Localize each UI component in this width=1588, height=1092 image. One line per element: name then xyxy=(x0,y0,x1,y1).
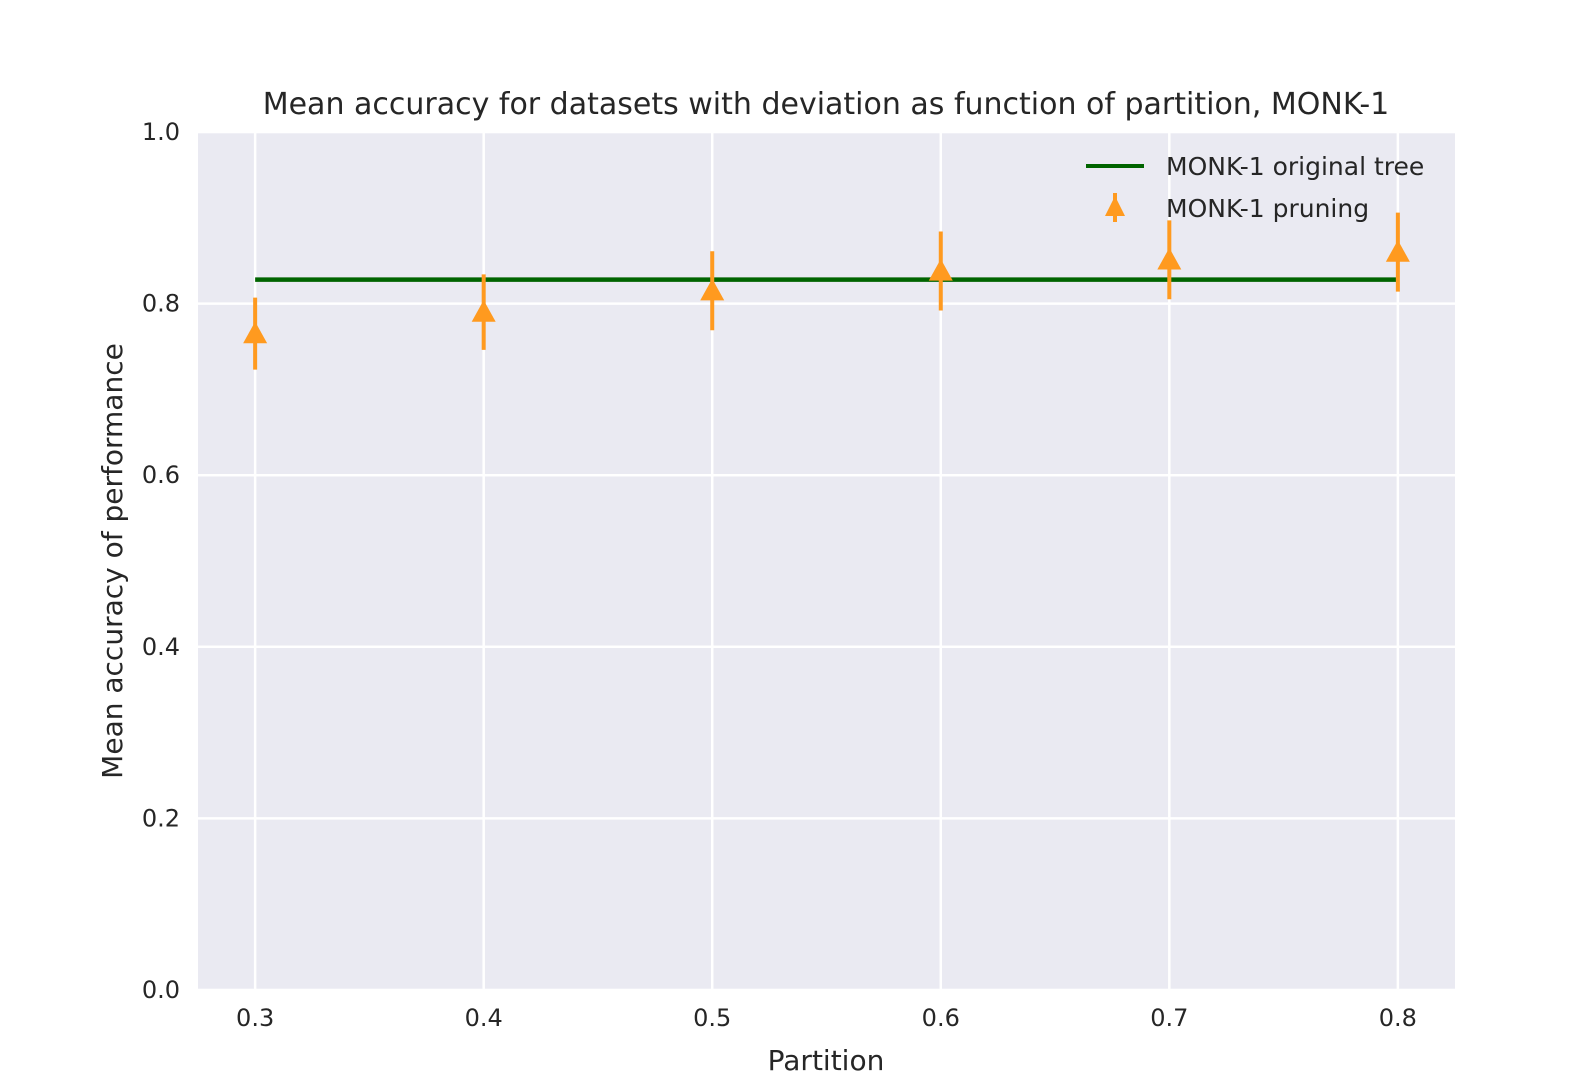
x-tick-label: 0.3 xyxy=(236,1004,274,1032)
legend-errorbar-swatch xyxy=(1105,193,1125,222)
chart-title: Mean accuracy for datasets with deviatio… xyxy=(263,87,1390,122)
y-tick-label: 0.8 xyxy=(142,290,180,318)
data-point-triangle xyxy=(243,321,268,344)
y-tick-labels: 0.0 0.2 0.4 0.6 0.8 1.0 xyxy=(142,118,180,1004)
x-tick-labels: 0.3 0.4 0.5 0.6 0.7 0.8 xyxy=(236,1004,1417,1032)
x-axis-label: Partition xyxy=(768,1044,885,1077)
series-layer xyxy=(243,212,1410,370)
data-point-triangle xyxy=(1157,247,1182,270)
x-tick-label: 0.7 xyxy=(1150,1004,1188,1032)
data-point-triangle xyxy=(928,258,953,281)
legend: MONK-1 original tree MONK-1 pruning xyxy=(1086,152,1424,223)
y-tick-label: 0.4 xyxy=(142,633,180,661)
x-tick-label: 0.5 xyxy=(693,1004,731,1032)
x-tick-label: 0.6 xyxy=(922,1004,960,1032)
y-tick-label: 0.2 xyxy=(142,804,180,832)
legend-label-pruning: MONK-1 pruning xyxy=(1166,194,1369,223)
x-tick-label: 0.4 xyxy=(465,1004,503,1032)
x-tick-label: 0.8 xyxy=(1379,1004,1417,1032)
legend-label-original-tree: MONK-1 original tree xyxy=(1166,152,1424,181)
y-axis-label: Mean accuracy of performance xyxy=(96,343,129,779)
data-point-triangle xyxy=(471,300,496,322)
data-point-triangle xyxy=(700,278,725,301)
y-tick-label: 0.0 xyxy=(142,976,180,1004)
data-point-triangle xyxy=(1385,240,1410,262)
y-gridlines xyxy=(198,130,1455,992)
y-tick-label: 0.6 xyxy=(142,461,180,489)
y-tick-label: 1.0 xyxy=(142,118,180,146)
plot-background xyxy=(198,132,1455,990)
